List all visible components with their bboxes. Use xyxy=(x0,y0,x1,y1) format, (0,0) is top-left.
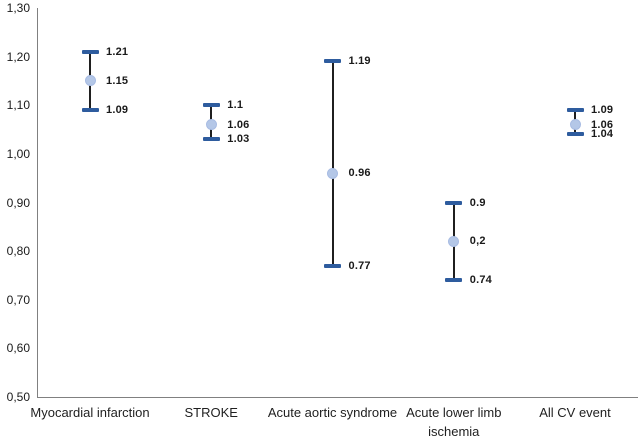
x-axis-category-label: Myocardial infarction xyxy=(30,405,150,420)
y-axis-tick-label: 1,20 xyxy=(6,49,30,64)
point-estimate-value-label: 1.06 xyxy=(591,118,614,131)
point-estimate-marker xyxy=(205,119,217,131)
ci-lower-cap xyxy=(81,108,99,113)
ci-lower-value-label: 0.77 xyxy=(348,259,371,272)
ci-upper-cap xyxy=(445,200,463,205)
x-axis-category-label: Acute aortic syndrome xyxy=(267,405,398,420)
ci-upper-value-label: 0.9 xyxy=(469,196,486,209)
ci-lower-cap xyxy=(566,132,584,137)
ci-upper-value-label: 1.21 xyxy=(106,45,129,58)
ci-lower-cap xyxy=(445,278,463,283)
point-estimate-marker xyxy=(569,119,581,131)
ci-upper-cap xyxy=(202,103,220,108)
ci-upper-cap xyxy=(81,49,99,54)
ci-lower-cap xyxy=(202,137,220,142)
y-axis-tick-label: 1,10 xyxy=(6,98,30,113)
point-estimate-value-label: 0.96 xyxy=(348,167,371,180)
ci-upper-cap xyxy=(566,108,584,113)
plot-area xyxy=(37,8,638,398)
point-estimate-value-label: 1.15 xyxy=(106,74,129,87)
point-estimate-marker xyxy=(327,167,338,179)
ci-lower-value-label: 1.04 xyxy=(591,128,614,141)
y-axis-tick-label: 0,50 xyxy=(6,390,30,404)
ci-lower-value-label: 1.09 xyxy=(106,104,129,117)
ci-lower-value-label: 1.03 xyxy=(227,133,250,146)
ci-upper-value-label: 1.09 xyxy=(591,104,614,117)
y-axis-tick-label: 1,00 xyxy=(6,146,30,161)
point-estimate-marker xyxy=(448,235,460,247)
point-estimate-marker xyxy=(84,75,96,87)
y-axis-tick-label: 0,60 xyxy=(6,341,30,356)
y-axis-tick-label: 0,70 xyxy=(6,292,30,307)
ci-upper-value-label: 1.1 xyxy=(227,99,244,112)
point-estimate-value-label: 0,2 xyxy=(469,235,486,248)
ci-upper-value-label: 1.19 xyxy=(348,55,371,68)
y-axis-tick-label: 0,90 xyxy=(6,195,30,210)
y-axis-tick-label: 1,30 xyxy=(6,1,30,15)
ci-lower-value-label: 0.74 xyxy=(469,274,492,287)
point-estimate-value-label: 1.06 xyxy=(227,118,250,131)
x-axis-category-label: STROKE xyxy=(184,405,238,420)
ci-upper-cap xyxy=(324,59,341,64)
ci-lower-cap xyxy=(324,263,341,268)
confidence-interval-line xyxy=(331,61,334,266)
y-axis-tick-label: 0,80 xyxy=(6,244,30,259)
x-axis-category-label: Acute lower limb ischemia xyxy=(406,405,502,439)
x-axis-category-label: All CV event xyxy=(539,405,611,420)
